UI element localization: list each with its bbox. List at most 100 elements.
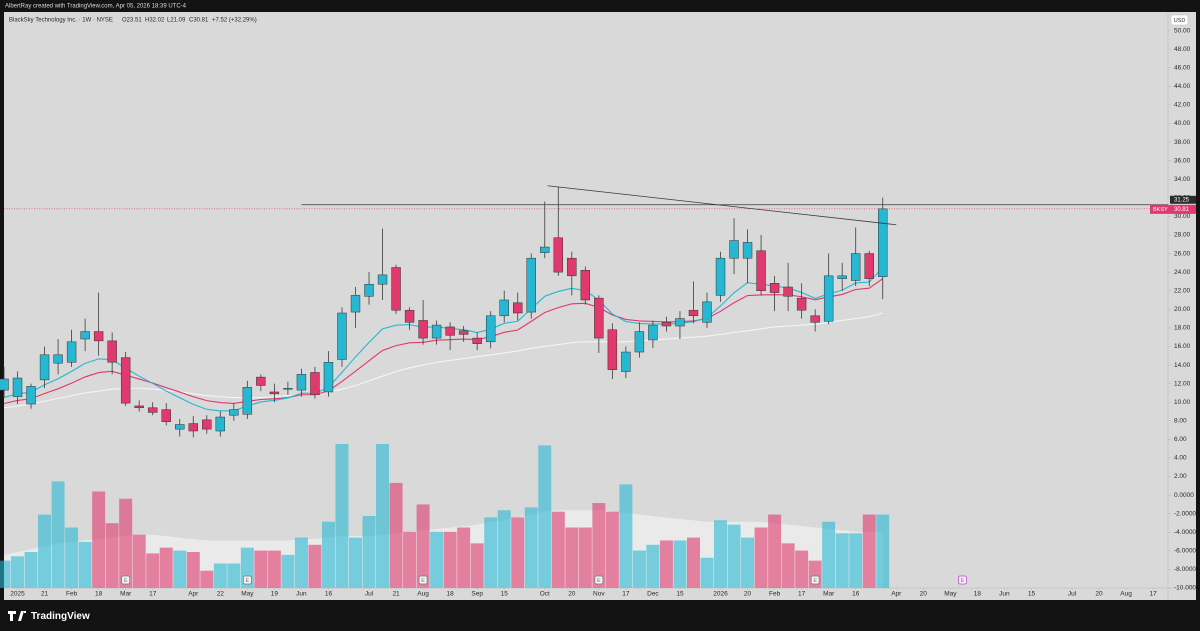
header-text: AlbertRay created with TradingView.com, … <box>5 4 187 10</box>
y-tick-label: 50.00 <box>1174 27 1191 34</box>
x-tick-label: 17 <box>149 591 157 598</box>
x-tick-label: 20 <box>744 591 752 598</box>
candle-body <box>648 324 658 341</box>
candle-body <box>404 309 415 323</box>
chart-title: BlackSky Technology Inc. · 1W · NYSE <box>9 18 113 24</box>
volume-bar <box>457 527 471 588</box>
volume-bar <box>281 554 295 588</box>
candle-body <box>26 386 36 405</box>
event-marker <box>121 575 131 585</box>
volume-bar <box>38 514 52 588</box>
x-tick-label: 20 <box>1095 591 1103 598</box>
y-tick-label: -4.0000 <box>1174 529 1196 536</box>
y-tick-label: -6.0000 <box>1174 548 1196 555</box>
x-tick-label: 16 <box>852 591 860 598</box>
volume-bar <box>227 563 241 588</box>
volume-bar <box>795 550 809 588</box>
volume-bar <box>335 444 349 588</box>
volume-bar <box>768 514 782 588</box>
candle-body <box>66 341 77 363</box>
candle-body <box>567 257 577 277</box>
candle-body <box>188 423 198 432</box>
volume-bar <box>511 517 525 588</box>
x-tick-label: Dec <box>647 591 659 598</box>
y-tick-label: 46.00 <box>1174 64 1191 71</box>
candle-body <box>391 267 401 311</box>
candle-body <box>540 246 550 253</box>
moving-average <box>3 312 883 409</box>
candle-body <box>310 372 320 396</box>
candle-body <box>445 326 455 336</box>
x-tick-label: 17 <box>622 591 630 598</box>
footer-logo: TradingView <box>8 611 90 622</box>
x-tick-label: 2025 <box>10 591 25 598</box>
x-tick-label: May <box>241 591 254 598</box>
volume-bar <box>700 557 714 588</box>
y-tick-label: 22.00 <box>1174 287 1191 294</box>
candle-body <box>215 416 226 432</box>
volume-bar <box>592 503 606 588</box>
candle-body <box>675 318 685 327</box>
volume-bar <box>876 514 890 588</box>
y-tick-label: 34.00 <box>1174 176 1191 183</box>
currency-badge[interactable] <box>1170 14 1189 26</box>
y-tick-label: 18.00 <box>1174 325 1191 332</box>
moving-average <box>3 267 884 412</box>
x-tick-label: 18 <box>95 591 103 598</box>
candle-body <box>418 320 428 339</box>
x-tick-label: 21 <box>41 591 49 598</box>
candle-body <box>0 378 9 391</box>
x-tick-label: Aug <box>1120 591 1132 598</box>
last-price-label: 30.81 <box>1174 207 1190 213</box>
x-tick-label: 20 <box>920 591 928 598</box>
y-tick-label: 30.00 <box>1174 213 1191 220</box>
candle-body <box>702 301 712 323</box>
x-tick-label: Oct <box>540 591 550 598</box>
volume-bar <box>254 550 268 588</box>
volume-bar <box>51 481 65 588</box>
candle-body <box>729 240 739 259</box>
candle-body <box>134 405 144 409</box>
candle-body <box>742 242 753 259</box>
y-tick-label: 40.00 <box>1174 120 1191 127</box>
volume-bar <box>389 482 403 588</box>
x-tick-label: Jul <box>365 591 374 598</box>
y-tick-label: 44.00 <box>1174 83 1191 90</box>
volume-bar <box>754 527 768 588</box>
candle-body <box>39 354 50 381</box>
x-tick-label: Jun <box>999 591 1010 598</box>
y-tick-label: 12.00 <box>1174 380 1191 387</box>
x-tick-label: Sep <box>471 591 483 598</box>
volume-bar <box>416 504 430 588</box>
volume-bar <box>11 556 25 588</box>
volume-bar <box>551 511 565 588</box>
event-label: E <box>961 578 965 584</box>
volume-bar <box>565 527 579 588</box>
x-tick-label: 19 <box>271 591 279 598</box>
candle-body <box>769 283 780 293</box>
x-tick-label: 16 <box>325 591 333 598</box>
x-tick-label: May <box>944 591 957 598</box>
candle-body <box>837 275 847 279</box>
volume-bar <box>646 544 660 588</box>
y-tick-label: 20.00 <box>1174 306 1191 313</box>
y-tick-label: 26.00 <box>1174 250 1191 257</box>
volume-bar <box>619 484 633 588</box>
y-tick-label: 24.00 <box>1174 269 1191 276</box>
candle-body <box>12 377 23 397</box>
volume-bar <box>605 511 619 588</box>
volume-bar <box>173 550 187 588</box>
event-label: E <box>597 578 601 584</box>
series-name: BKSY <box>1153 207 1168 213</box>
event-label: E <box>421 578 425 584</box>
x-tick-label: Feb <box>769 591 781 598</box>
currency-label[interactable]: USD <box>1174 18 1186 24</box>
candle-body <box>796 297 807 311</box>
last-price-box <box>1150 204 1196 214</box>
candle-body <box>715 257 726 296</box>
y-tick-label: 6.00 <box>1174 436 1187 443</box>
volume-bar <box>849 533 863 588</box>
logo-icon <box>8 611 26 621</box>
y-tick-label: 48.00 <box>1174 46 1191 53</box>
legend-open: O23.51 <box>122 18 142 24</box>
